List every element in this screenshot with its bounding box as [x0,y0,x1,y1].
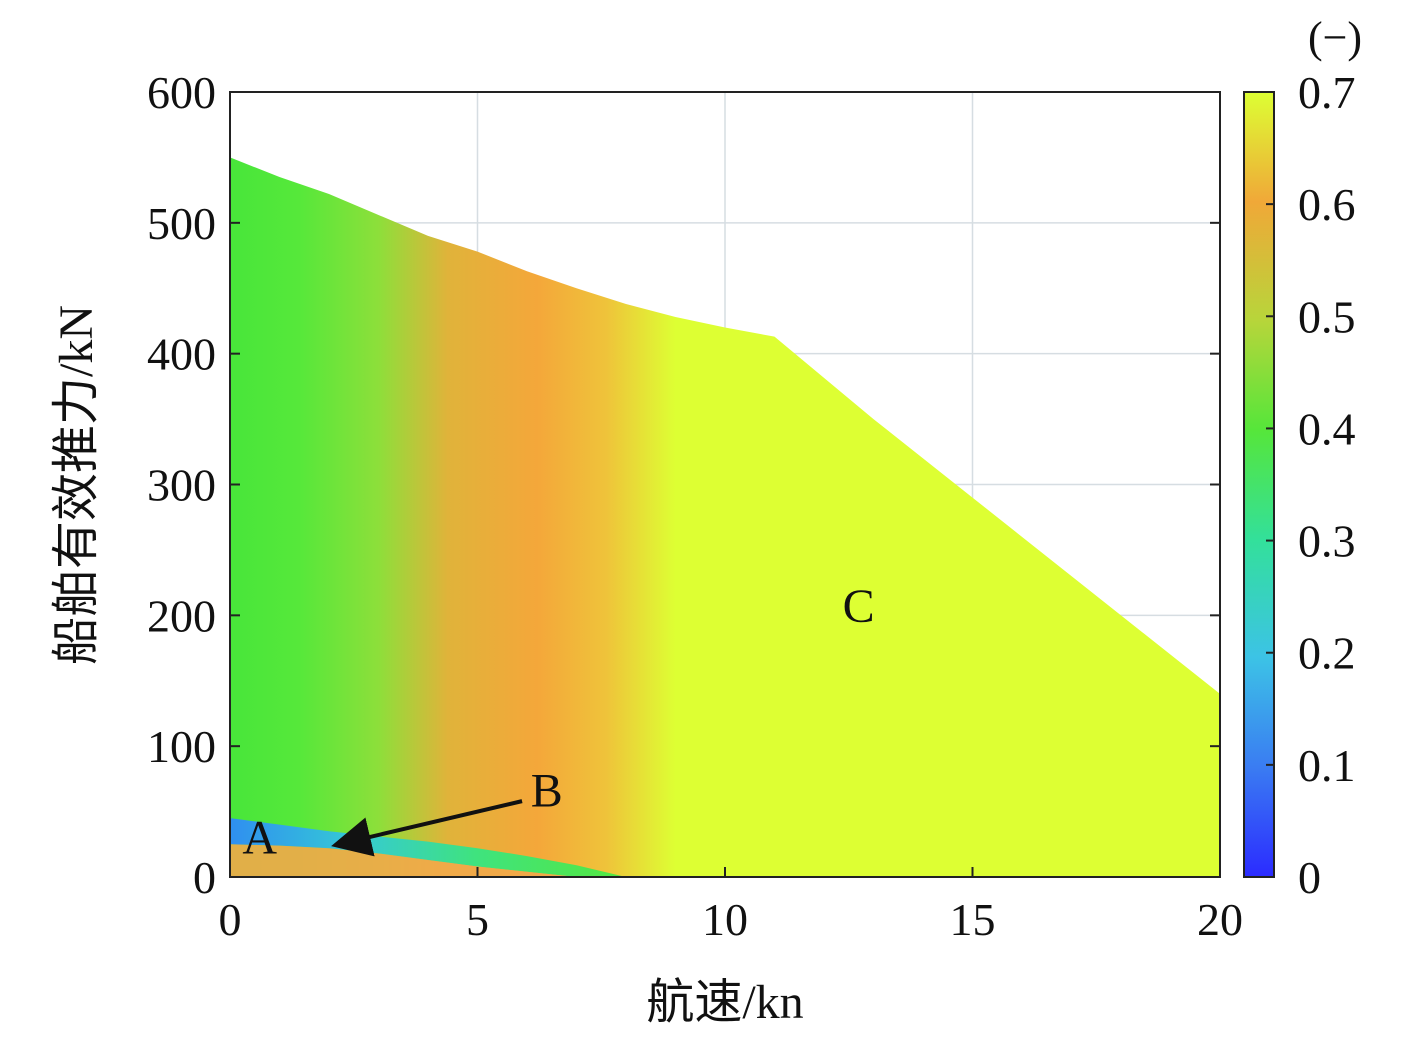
x-tick-label: 10 [702,894,748,945]
annotation-b: B [531,764,563,817]
y-tick-label: 0 [193,852,216,903]
colorbar-unit-label: (−) [1308,13,1362,62]
colorbar-tick-label: 0.5 [1298,291,1356,342]
colorbar: 0 0.1 0.2 0.3 0.4 0.5 0.6 0.7 [1243,67,1356,903]
x-axis-ticks: 0 5 10 15 20 [219,867,1243,945]
colorbar-tick-label: 0.2 [1298,628,1356,679]
colorbar-tick-label: 0.3 [1298,516,1356,567]
colorbar-tick-label: 0.1 [1298,740,1356,791]
annotation-a: A [242,811,277,864]
y-axis-ticks: 0 100 200 300 400 500 600 [147,67,1220,903]
annotations: A B C [242,580,874,865]
x-tick-label: 15 [950,894,996,945]
y-tick-label: 200 [147,590,216,641]
x-tick-label: 0 [219,894,242,945]
colorbar-tick-label: 0.4 [1298,403,1356,454]
y-axis-label: 船舶有效推力/kN [50,305,103,665]
x-tick-label: 5 [466,894,489,945]
y-tick-label: 100 [147,721,216,772]
colorbar-gradient [1243,91,1275,878]
low-efficiency-band [230,818,626,877]
x-tick-label: 20 [1197,894,1243,945]
y-tick-label: 500 [147,198,216,249]
annotation-arrow [331,799,523,857]
colorbar-tick-label: 0.7 [1298,67,1356,118]
x-axis-label: 航速/kn [646,976,803,1029]
colorbar-tick-label: 0.6 [1298,179,1356,230]
y-tick-label: 600 [147,67,216,118]
y-tick-label: 300 [147,460,216,511]
colorbar-tick-label: 0 [1298,852,1321,903]
heatmap-region [230,157,1220,877]
y-tick-label: 400 [147,329,216,380]
annotation-c: C [843,580,875,633]
